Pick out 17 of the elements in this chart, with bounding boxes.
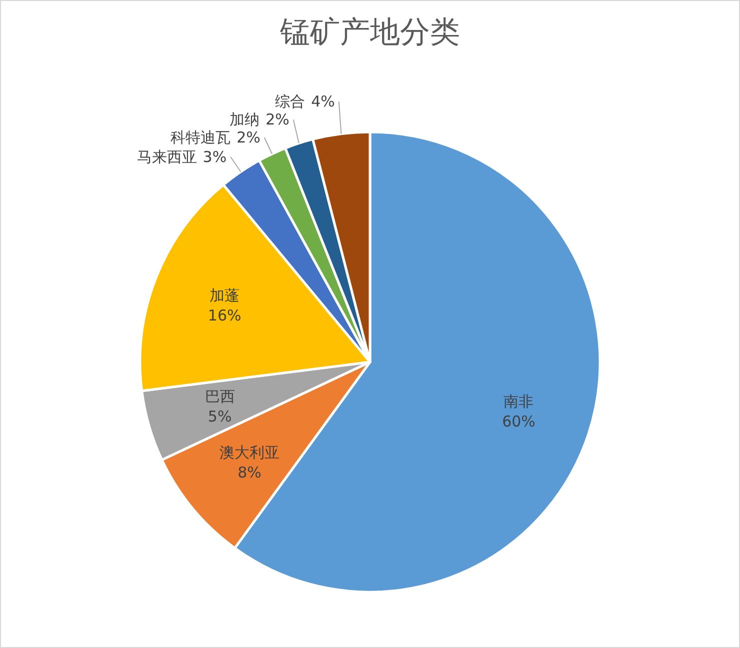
slice-label: 加蓬 — [210, 286, 240, 304]
data-label: 5% — [208, 408, 232, 426]
data-label: 2% — [236, 128, 260, 147]
slice-label: 马来西亚 — [136, 148, 197, 166]
slice-label: 综合 — [275, 92, 306, 111]
slice-label: 科特迪瓦 — [170, 128, 231, 147]
data-label: 2% — [266, 110, 290, 129]
slice-label: 南非 — [504, 392, 534, 410]
chart-title: 锰矿产地分类 — [279, 15, 460, 50]
data-label: 4% — [311, 92, 335, 111]
data-label: 16% — [208, 306, 242, 324]
slice-label: 澳大利亚 — [219, 444, 280, 462]
data-label: 60% — [502, 412, 536, 430]
slice-label: 巴西 — [204, 388, 235, 406]
data-label: 3% — [202, 148, 227, 166]
data-label: 8% — [238, 464, 262, 482]
slice-label: 加纳 — [230, 110, 260, 129]
